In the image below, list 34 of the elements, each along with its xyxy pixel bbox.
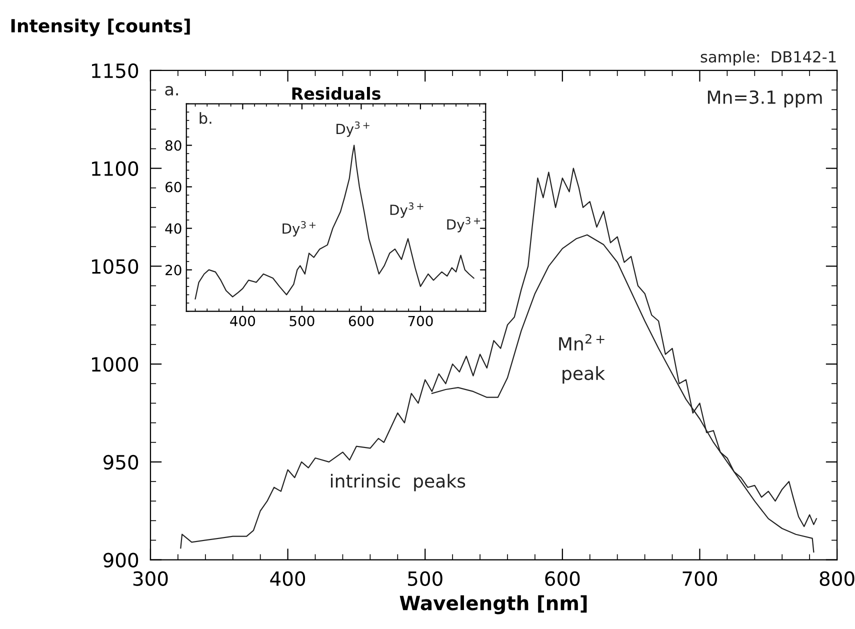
- y-tick-label: 40: [165, 223, 182, 234]
- chart-title: Residuals: [292, 86, 380, 100]
- annotation: Dy$^{3+}$: [336, 121, 370, 137]
- y-tick-label: 1150: [92, 63, 138, 78]
- y-tick-label: 950: [103, 454, 138, 470]
- annotation: Dy$^{3+}$: [447, 216, 480, 232]
- y-tick-label: 1000: [92, 357, 138, 372]
- x-tick-label: 400: [230, 316, 256, 326]
- y-tick-label: 1100: [92, 161, 138, 176]
- y-tick-label: 1050: [92, 259, 138, 274]
- x-tick-label: 600: [545, 571, 580, 586]
- y-tick-label: 80: [165, 140, 182, 151]
- x-tick-label: 800: [820, 571, 854, 586]
- y-tick-label: 20: [166, 264, 182, 276]
- y-tick-label: 60: [166, 182, 182, 192]
- x-tick-label: 500: [290, 316, 314, 326]
- x-tick-label: 400: [270, 571, 306, 586]
- y-tick-label: 900: [103, 552, 138, 568]
- text: sample: DB142-1: [700, 50, 836, 66]
- annotation: b.: [200, 112, 212, 124]
- x-tick-label: 500: [408, 571, 442, 586]
- annotation: intrinsic peaks: [330, 474, 466, 492]
- x-tick-label: 700: [408, 316, 433, 326]
- x-tick-label: 600: [348, 316, 374, 326]
- annotation: a.: [165, 86, 178, 96]
- y-axis-title: Intensity [counts]: [11, 18, 190, 36]
- annotation: Dy$^{3+}$: [390, 202, 424, 218]
- annotation: Mn=3.1 ppm: [708, 90, 822, 108]
- annotation: Dy$^{3+}$: [282, 221, 316, 236]
- x-tick-label: 300: [133, 571, 168, 586]
- x-tick-label: 700: [682, 571, 717, 586]
- annotation: Mn$^{2+}$: [559, 334, 604, 350]
- x-axis-title: Wavelength [nm]: [400, 595, 587, 614]
- annotation: peak: [562, 366, 606, 384]
